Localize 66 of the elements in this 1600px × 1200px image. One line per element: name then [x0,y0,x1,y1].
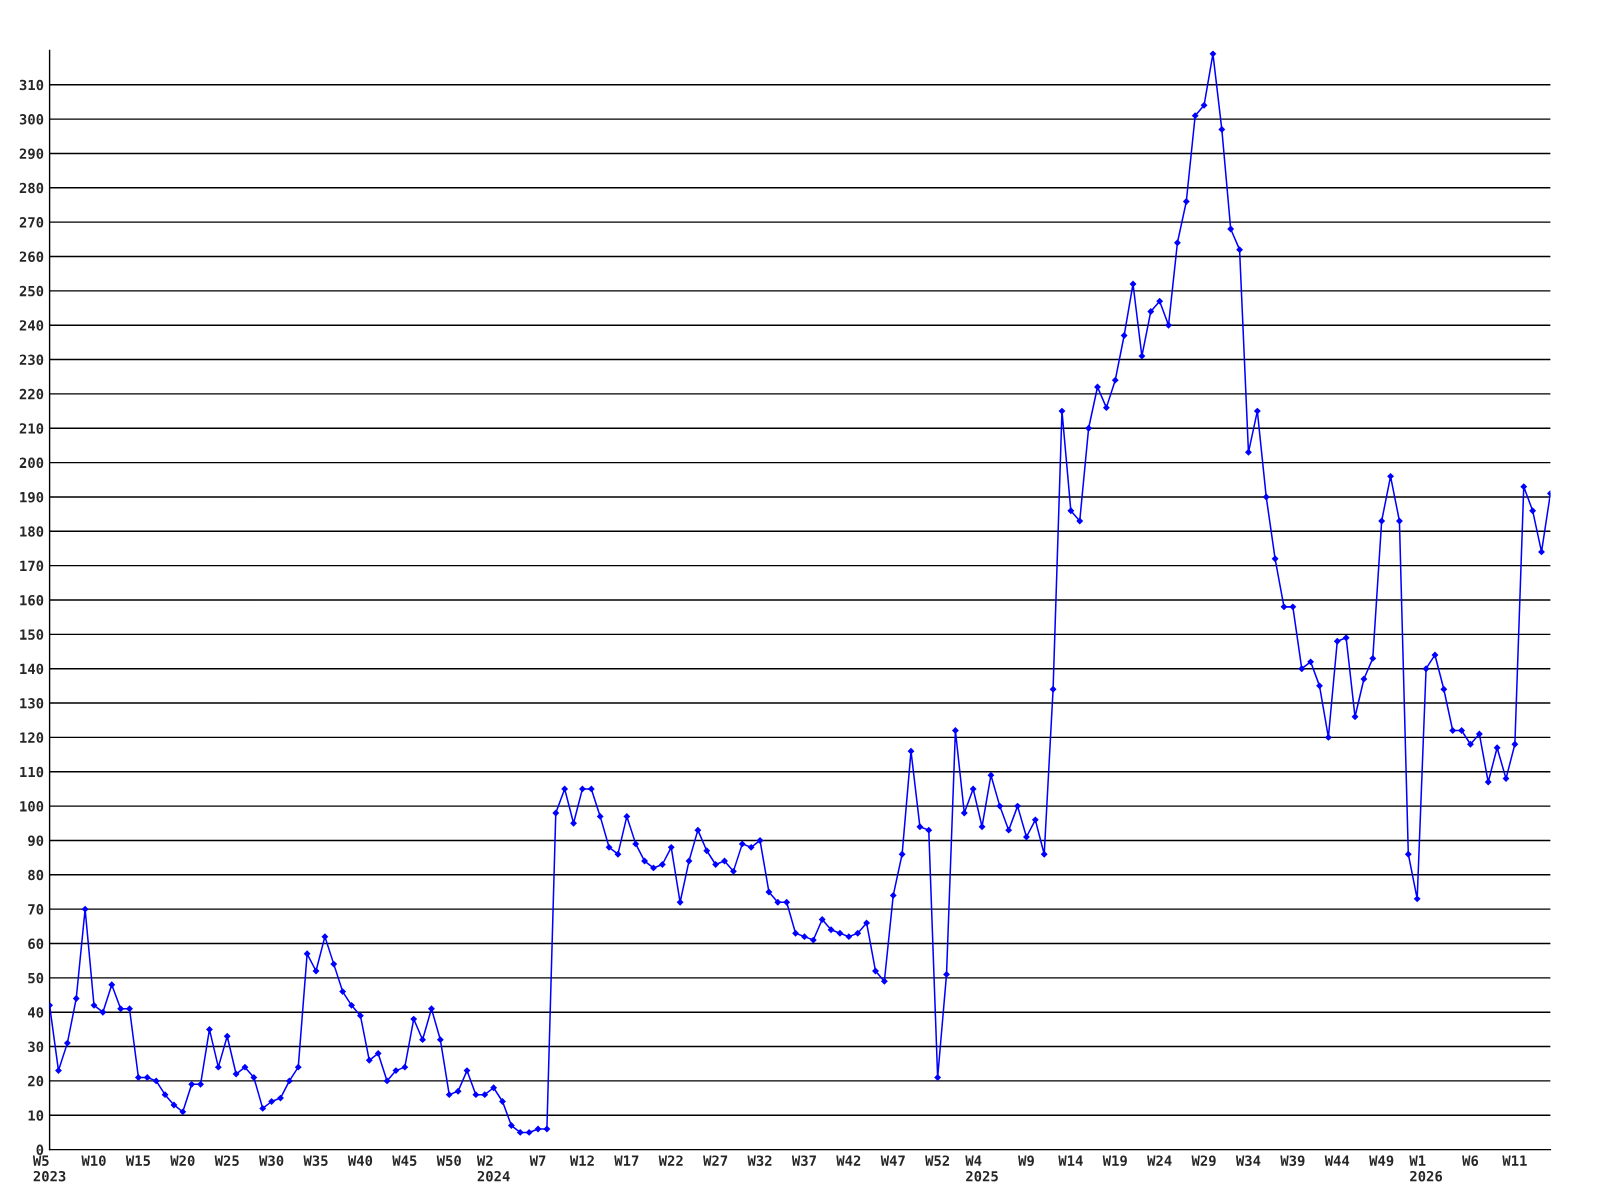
x-tick-label: W32 [747,1155,772,1166]
y-tick-label: 180 [20,526,44,537]
x-tick-label: W34 [1235,1155,1261,1166]
x-tick-label: W7 [529,1155,546,1166]
y-tick-label: 120 [20,732,44,743]
y-tick-label: 240 [19,320,44,331]
y-tick-label: 220 [19,388,44,400]
y-tick-label: 250 [19,285,44,297]
x-tick-label: W42 [836,1155,861,1166]
y-tick-label: 170 [20,560,44,572]
y-tick-label: 110 [20,766,44,778]
y-tick-label: 230 [19,354,44,366]
y-tick-label: 40 [28,1007,44,1018]
y-tick-label: 270 [19,217,44,228]
y-tick-label: 80 [28,869,44,881]
x-tick-label: W27 [703,1155,728,1166]
y-tick-label: 30 [28,1041,44,1053]
x-tick-label: W12 [569,1155,594,1166]
y-tick-label: 130 [20,698,44,709]
x-tick-label: W50 [436,1155,461,1166]
x-tick-label: W6 [1462,1155,1479,1166]
x-tick-label: W22 [658,1155,683,1166]
x-tick-label: W25 [214,1155,239,1166]
x-tick-label: W49 [1369,1155,1394,1166]
x-tick-label: W29 [1191,1155,1216,1166]
x-tick-label: W44 [1324,1155,1350,1166]
y-tick-label: 150 [20,629,44,640]
x-tick-label: W19 [1102,1155,1127,1166]
x-tick-label: W47 [880,1155,905,1166]
y-tick-label: 280 [19,182,44,194]
x-tick-label: W5 2023 [32,1155,66,1182]
x-tick-label: W40 [347,1155,373,1166]
y-tick-label: 290 [19,148,44,159]
y-tick-label: 100 [20,801,44,812]
x-tick-label: W14 [1058,1155,1083,1166]
x-tick-label: W17 [614,1155,639,1166]
x-tick-label: W52 [925,1155,950,1166]
x-tick-label: W35 [303,1155,328,1166]
y-tick-label: 50 [28,972,44,984]
y-tick-label: 210 [19,423,44,434]
y-tick-label: 0 [36,1144,44,1156]
x-tick-label: W24 [1147,1155,1172,1166]
x-tick-label: W2 2024 [476,1155,510,1182]
x-tick-label: W1 2026 [1409,1155,1443,1182]
x-tick-label: W4 2025 [965,1155,998,1182]
y-tick-label: 70 [28,904,44,915]
x-tick-label: W11 [1502,1155,1527,1166]
x-tick-label: W30 [259,1155,284,1166]
y-tick-label: 10 [28,1110,44,1121]
y-tick-label: 160 [20,594,44,606]
y-tick-label: 300 [19,114,44,125]
y-tick-label: 140 [20,663,44,675]
x-tick-label: W20 [170,1155,195,1166]
y-tick-label: 310 [19,79,44,91]
x-tick-label: W15 [125,1155,151,1166]
x-tick-label: W39 [1280,1155,1305,1166]
y-tick-label: 60 [28,938,44,949]
x-tick-label: W37 [791,1155,816,1166]
y-tick-label: 20 [28,1075,44,1087]
x-tick-label: W9 [1018,1155,1034,1166]
x-tick-label: W45 [392,1155,417,1166]
x-tick-label: W10 [81,1155,106,1166]
y-tick-label: 200 [19,457,44,469]
y-tick-label: 190 [20,491,44,503]
y-tick-label: 260 [19,251,44,262]
y-tick-label: 90 [28,835,44,846]
